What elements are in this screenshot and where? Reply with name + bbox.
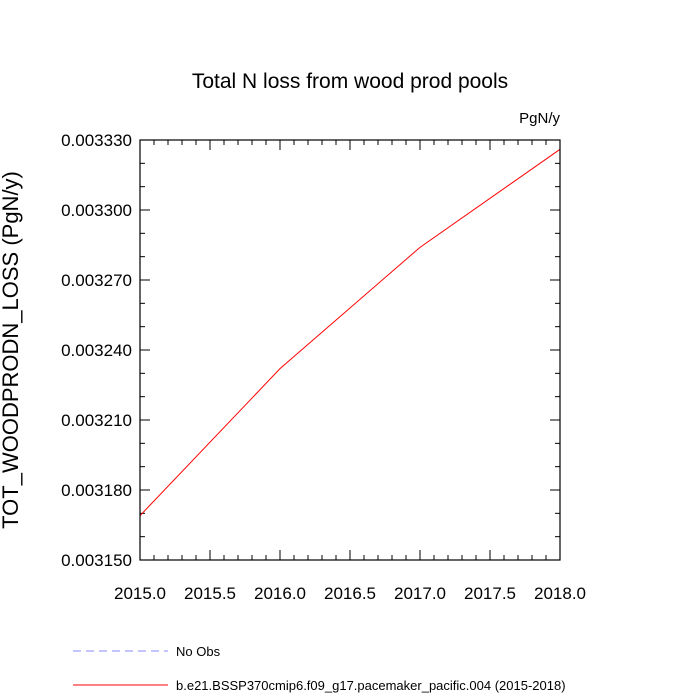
x-tick-label: 2017.5 (464, 584, 516, 603)
y-axis-label: TOT_WOODPRODN_LOSS (PgN/y) (0, 171, 23, 529)
x-tick-label: 2015.0 (114, 584, 166, 603)
y-tick-label: 0.003180 (61, 481, 132, 500)
y-tick-label: 0.003210 (61, 411, 132, 430)
x-tick-label: 2015.5 (184, 584, 236, 603)
legend-label: No Obs (176, 644, 221, 659)
x-tick-label: 2018.0 (534, 584, 586, 603)
plot-frame (139, 139, 561, 561)
y-tick-label: 0.003300 (61, 201, 132, 220)
x-tick-label: 2017.0 (394, 584, 446, 603)
series-line (139, 148, 561, 517)
legend-label: b.e21.BSSP370cmip6.f09_g17.pacemaker_pac… (176, 678, 566, 693)
y-tick-label: 0.003150 (61, 551, 132, 570)
y-tick-label: 0.003240 (61, 341, 132, 360)
chart-title: Total N loss from wood prod pools (192, 70, 508, 93)
y-tick-label: 0.003270 (61, 271, 132, 290)
x-tick-label: 2016.0 (254, 584, 306, 603)
series-layer (139, 148, 561, 517)
units-label: PgN/y (519, 110, 560, 127)
legend: No Obs b.e21.BSSP370cmip6.f09_g17.pacemak… (73, 644, 566, 693)
y-tick-label: 0.003330 (61, 131, 132, 150)
x-tick-label: 2016.5 (324, 584, 376, 603)
axis-ticks: 2015.0 2015.5 2016.0 2016.5 2017.0 2017.5 2018… (61, 131, 586, 603)
